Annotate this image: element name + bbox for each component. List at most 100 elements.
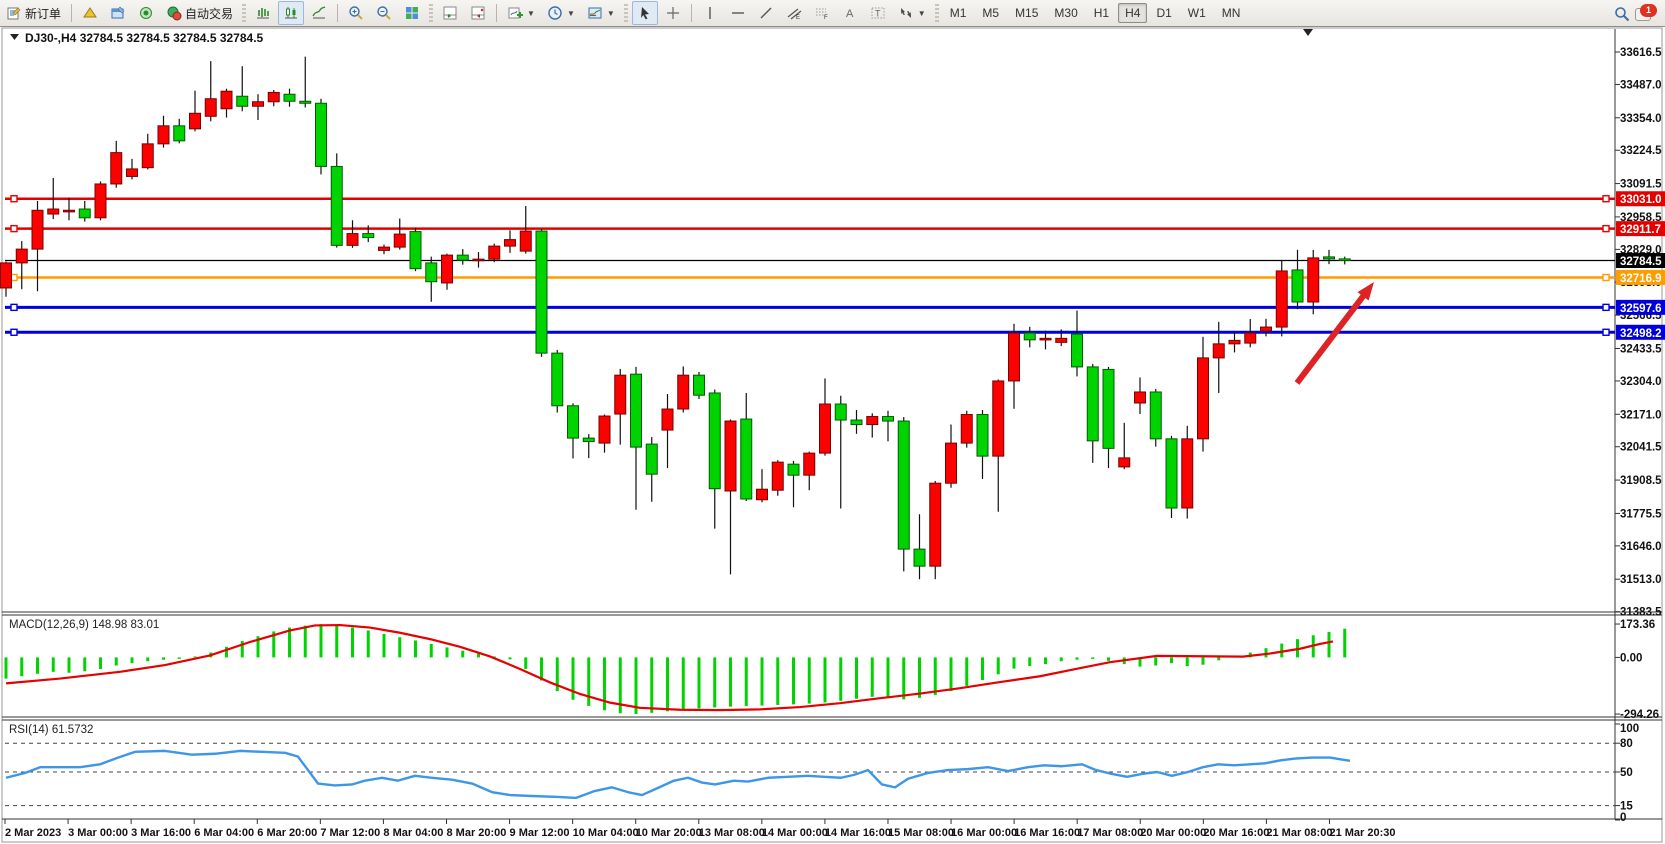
candle-body-down (850, 419, 863, 426)
hide-indicator-window-button[interactable] (465, 1, 491, 25)
tile-windows-button[interactable] (399, 1, 425, 25)
candle-body-down (630, 373, 642, 448)
time-tick-label: 20 Mar 16:00 (1203, 827, 1269, 839)
candle-body-up (189, 112, 201, 130)
vertical-line-tool-button[interactable] (697, 1, 723, 25)
timeframe-H1[interactable]: H1 (1093, 6, 1110, 20)
text-tool-button[interactable]: A (837, 1, 863, 25)
horizontal-line-tool-button[interactable] (725, 1, 751, 25)
candle (787, 460, 800, 508)
zoom-in-button[interactable] (343, 1, 369, 25)
bar-chart-icon (255, 5, 271, 21)
candle (708, 389, 721, 529)
line-handle[interactable] (1602, 328, 1610, 336)
search-icon[interactable] (1613, 5, 1630, 22)
candle-body-up (771, 461, 784, 491)
candle (1323, 249, 1335, 265)
candle-body-down (645, 443, 658, 475)
timeframe-M5[interactable]: M5 (982, 6, 1000, 20)
bar-chart-button[interactable] (250, 1, 276, 25)
candle (173, 118, 186, 144)
candle (535, 228, 548, 357)
candle (897, 417, 910, 572)
line-handle[interactable] (1602, 195, 1610, 203)
arrows-tool-button[interactable]: ▼ (893, 1, 931, 25)
strategy-tester-button[interactable] (133, 1, 159, 25)
price-badge-label: 32597.6 (1620, 303, 1662, 315)
candle-body-up (47, 208, 60, 215)
timeframe-M30[interactable]: M30 (1054, 6, 1078, 20)
show-indicator-window-button[interactable] (437, 1, 463, 25)
notification-button[interactable]: 1 (1635, 4, 1657, 22)
shift-end-marker[interactable] (1303, 29, 1313, 36)
cursor-tool-button[interactable] (631, 1, 658, 25)
candlestick-chart-button[interactable] (278, 1, 305, 25)
candle-body-up (15, 248, 28, 264)
line-handle[interactable] (1602, 224, 1610, 233)
line-chart-button[interactable] (306, 1, 332, 25)
time-tick-label: 21 Mar 08:00 (1266, 827, 1332, 839)
timeframe-M15[interactable]: M15 (1015, 6, 1039, 20)
candle-body-down (299, 100, 312, 104)
dropdown-caret: ▼ (917, 8, 926, 18)
candle-body-up (393, 233, 406, 248)
candle (472, 252, 485, 268)
data-window-button[interactable] (105, 1, 131, 25)
timeframe-D1[interactable]: D1 (1156, 6, 1172, 20)
candle-body-up (1307, 257, 1320, 303)
candle-body-down (425, 262, 438, 283)
crosshair-tool-button[interactable] (660, 1, 686, 25)
time-tick-label: 14 Mar 16:00 (825, 827, 891, 839)
candle (488, 243, 501, 263)
price-tick-label: 32958.5 (1620, 212, 1662, 224)
time-tick-label: 8 Mar 20:00 (446, 827, 506, 839)
add-indicator-button[interactable]: ▼ (502, 1, 540, 25)
new-order-icon (6, 5, 22, 21)
candle (819, 378, 831, 456)
candle-body-up (1055, 337, 1068, 343)
add-indicator-icon (507, 5, 524, 21)
candle (661, 393, 674, 469)
chart-menu-triangle-icon[interactable] (10, 34, 19, 40)
price-tick-label: 32041.5 (1620, 442, 1662, 454)
candle-body-up (819, 403, 831, 454)
channel-tool-button[interactable]: E (781, 1, 807, 25)
templates-button[interactable]: ▼ (582, 1, 620, 25)
candle (1023, 326, 1036, 348)
line-handle[interactable] (10, 328, 18, 336)
cursor-icon (637, 5, 653, 21)
zoom-out-button[interactable] (371, 1, 397, 25)
line-handle[interactable] (1602, 303, 1610, 312)
line-handle[interactable] (10, 303, 18, 312)
new-order-button[interactable]: 新订单 (1, 1, 66, 25)
periods-button[interactable]: ▼ (542, 1, 580, 25)
timeframe-M1[interactable]: M1 (949, 6, 967, 20)
rsi-axis-label: 0 (1620, 812, 1626, 824)
trendline-tool-button[interactable] (753, 1, 779, 25)
candle (315, 98, 327, 175)
timeframe-MN[interactable]: MN (1221, 6, 1241, 20)
fibonacci-icon: F (814, 5, 830, 21)
macd-signal-line (5, 623, 1334, 712)
market-watch-button[interactable] (77, 1, 103, 25)
price-badge (1616, 253, 1665, 269)
auto-trading-button[interactable]: 自动交易 (161, 1, 238, 25)
candle (141, 133, 154, 170)
label-tool-button[interactable]: T (865, 1, 891, 25)
line-handle[interactable] (10, 195, 18, 203)
price-tick-label: 33487.0 (1620, 79, 1662, 91)
text-icon: A (842, 5, 858, 21)
price-chart[interactable]: 33616.5 33487.0 33354.0 33224.5 33091.5 32958… (0, 27, 1665, 844)
line-handle[interactable] (10, 224, 18, 233)
fibonacci-tool-button[interactable]: F (809, 1, 835, 25)
candle (1228, 332, 1241, 353)
candle (913, 514, 926, 580)
auto-trading-icon (166, 5, 182, 21)
timeframe-W1[interactable]: W1 (1187, 6, 1206, 20)
main-toolbar: 新订单 自动交易 ▼ ▼ ▼ E F (0, 0, 1665, 27)
timeframe-H4[interactable]: H4 (1118, 3, 1148, 23)
candle (252, 94, 264, 121)
candle (519, 206, 532, 254)
line-handle[interactable] (1602, 273, 1610, 282)
annotation-arrow-shaft[interactable] (1294, 288, 1371, 385)
